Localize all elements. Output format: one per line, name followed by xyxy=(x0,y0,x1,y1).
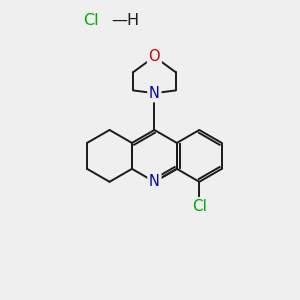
Text: Cl: Cl xyxy=(83,13,99,28)
Text: O: O xyxy=(148,49,160,64)
Text: N: N xyxy=(149,174,160,189)
Text: —H: —H xyxy=(112,13,140,28)
Text: Cl: Cl xyxy=(192,199,207,214)
Text: N: N xyxy=(149,86,160,101)
